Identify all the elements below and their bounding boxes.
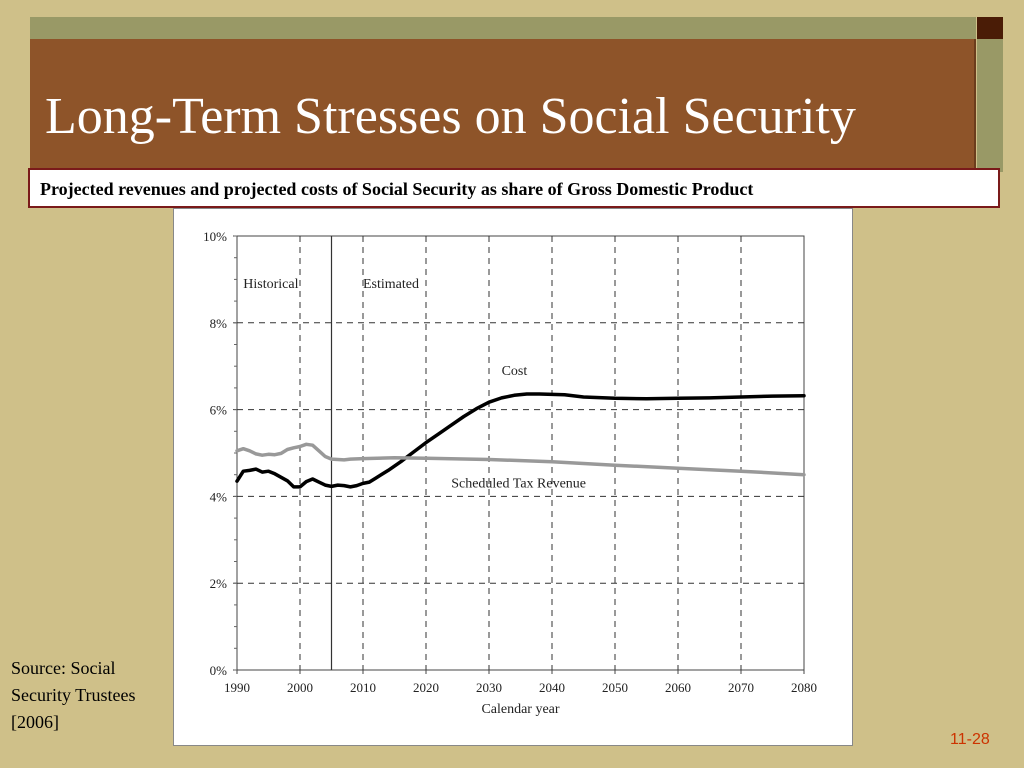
- x-axis-title: Calendar year: [481, 702, 559, 717]
- y-tick-label: 4%: [210, 489, 228, 504]
- x-tick-label: 1990: [224, 680, 250, 695]
- slide-title: Long-Term Stresses on Social Security: [45, 88, 856, 145]
- chart-subtitle: Projected revenues and projected costs o…: [40, 179, 754, 199]
- y-tick-label: 2%: [210, 576, 228, 591]
- source-note: Source: Social Security Trustees [2006]: [11, 658, 136, 732]
- header-side-strip: [977, 39, 1003, 172]
- header-corner-square: [977, 17, 1003, 39]
- tax-revenue-line: [235, 442, 806, 477]
- series-label: Scheduled Tax Revenue: [451, 477, 586, 492]
- x-tick-label: 2020: [413, 680, 439, 695]
- region-label: Estimated: [363, 277, 419, 292]
- x-tick-label: 2000: [287, 680, 313, 695]
- page-number: 11-28: [950, 731, 990, 748]
- x-tick-label: 2050: [602, 680, 628, 695]
- x-tick-label: 2070: [728, 680, 754, 695]
- x-tick-label: 2030: [476, 680, 502, 695]
- chart-container: 0% 2% 4% 6% 8% 10% 1990 2000 2010 2020 2030 2040 205…: [173, 208, 853, 746]
- cost-line: [235, 392, 806, 489]
- y-tick-label: 6%: [210, 403, 228, 418]
- x-tick-label: 2080: [791, 680, 817, 695]
- line-chart: 0% 2% 4% 6% 8% 10% 1990 2000 2010 2020 2030 2040 205…: [203, 229, 817, 717]
- x-tick-label: 2010: [350, 680, 376, 695]
- x-tick-label: 2040: [539, 680, 565, 695]
- title-panel: Long-Term Stresses on Social Security: [30, 39, 976, 172]
- y-tick-label: 10%: [203, 229, 227, 244]
- x-tick-label: 2060: [665, 680, 691, 695]
- y-tick-label: 0%: [210, 663, 228, 678]
- y-tick-label: 8%: [210, 316, 228, 331]
- series-label: Cost: [502, 364, 528, 379]
- subtitle-box: Projected revenues and projected costs o…: [28, 168, 1000, 208]
- region-label: Historical: [243, 277, 298, 292]
- header-accent-strip: [30, 17, 976, 39]
